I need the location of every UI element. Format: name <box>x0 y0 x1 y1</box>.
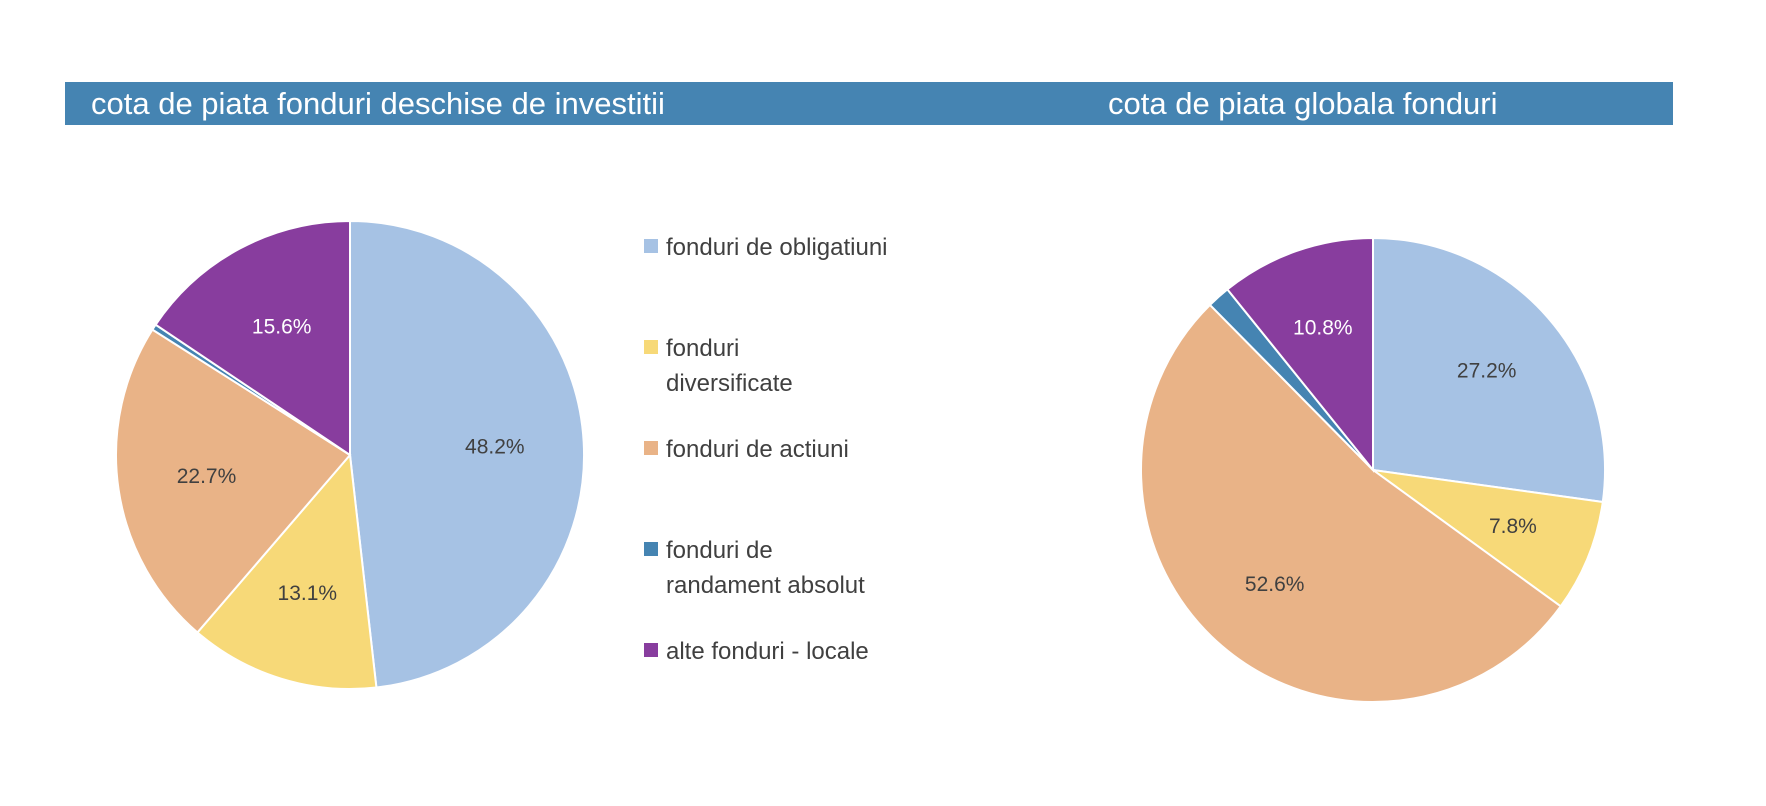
legend-swatch-obligatiuni <box>644 239 658 253</box>
legend-swatch-randament-absolut <box>644 542 658 556</box>
legend-label-obligatiuni: fonduri de obligatiuni <box>666 234 888 261</box>
pie-right-label-alte-fonduri: 10.8% <box>1293 316 1353 339</box>
pie-left-label-obligatiuni: 48.2% <box>465 435 525 458</box>
pie-left-label-diversificate: 13.1% <box>278 582 338 605</box>
pie-right-slice-actiuni <box>1140 303 1563 703</box>
legend-label-actiuni: fonduri de actiuni <box>666 436 849 463</box>
pie-left-slice-diversificate <box>196 452 378 690</box>
pie-right-slice-alte-fonduri <box>1225 236 1374 473</box>
legend-label-alte-fonduri: alte fonduri - locale <box>666 638 869 665</box>
pie-right-label-obligatiuni: 27.2% <box>1457 360 1517 383</box>
pie-right-slice-obligatiuni <box>1372 236 1606 504</box>
pie-chart-right: 27.2% 7.8% 52.6% 10.8% <box>1140 236 1606 703</box>
pie-right-label-diversificate: 7.8% <box>1489 515 1537 538</box>
legend-label-randament-absolut: fonduri de randament absolut <box>666 537 865 599</box>
pie-left-slice-obligatiuni <box>349 219 586 689</box>
pie-left-label-actiuni: 22.7% <box>177 465 237 488</box>
legend-swatch-actiuni <box>644 441 658 455</box>
legend-label-diversificate: fonduri diversificate <box>666 335 793 397</box>
legend-swatch-alte-fonduri <box>644 643 658 657</box>
pie-right-slice-diversificate <box>1372 469 1604 608</box>
chart-title-bar <box>65 82 1673 125</box>
pie-left-slice-actiuni <box>115 328 352 634</box>
pie-left-slice-alte-fonduri <box>154 219 351 457</box>
legend-swatch-diversificate <box>644 340 658 354</box>
pie-chart-left: 48.2% 13.1% 22.7% 15.6% <box>115 219 586 690</box>
pie-left-label-alte-fonduri: 15.6% <box>252 316 312 339</box>
chart-title-right: cota de piata globala fonduri <box>1108 86 1498 121</box>
chart-title-left: cota de piata fonduri deschise de invest… <box>91 86 665 121</box>
pie-right-label-actiuni: 52.6% <box>1245 573 1305 596</box>
